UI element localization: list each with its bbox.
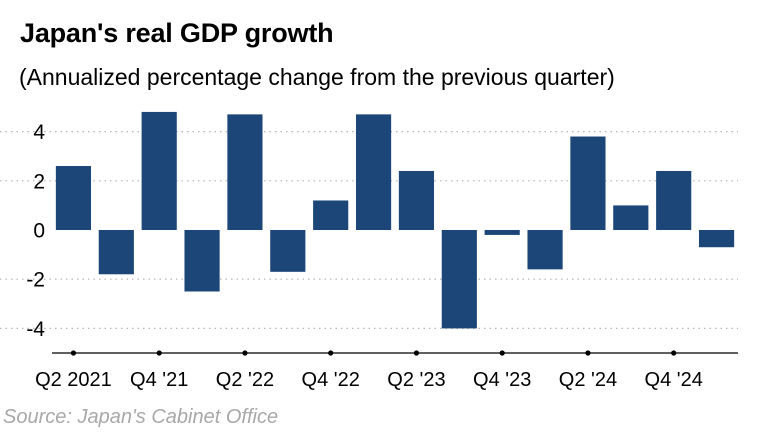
x-tick-dot [671,350,677,356]
bars [55,111,735,329]
bar-q3-2022 [270,230,306,272]
bar-q3-2024 [613,205,649,230]
x-tick-dot [156,350,162,356]
x-tick-label: Q2 '24 [559,369,617,391]
x-tick-label: Q4 '22 [302,369,360,391]
x-tick-dot [585,350,591,356]
bar-q4-2022 [313,200,349,230]
bar-q2-2021 [55,166,92,230]
bar-q3-2021 [98,230,134,275]
bar-q3-2023 [441,230,477,329]
bar-q1-2023 [355,114,392,230]
bar-q2-2023 [398,170,435,230]
y-tick-label: -2 [26,269,45,292]
chart-title: Japan's real GDP growth [20,18,334,48]
x-axis-tick-labels: Q2 2021 Q4 '21 Q2 '22 Q4 '22 Q2 '23 Q4 '23 Q2 … [35,350,703,391]
x-tick-label: Q4 '24 [645,369,703,391]
source-note: Source: Japan's Cabinet Office [3,406,279,428]
y-tick-label: -4 [26,318,45,341]
bar-q1-2024 [527,230,563,270]
x-tick-label: Q2 '23 [387,369,445,391]
y-tick-label: 0 [33,220,45,243]
x-tick-label: Q2 2021 [35,369,112,391]
y-tick-label: 2 [33,170,45,193]
bar-q2-2022 [227,114,263,230]
bar-q2-2024 [570,136,606,230]
y-axis-tick-labels: 4 2 0 -2 -4 [26,121,45,341]
bar-q1-2025 [698,230,735,248]
x-tick-dot [499,350,505,356]
x-tick-label: Q4 '23 [473,369,531,391]
x-tick-label: Q2 '22 [216,369,274,391]
bar-q4-2021 [141,111,177,230]
bar-q4-2023 [484,230,520,235]
x-tick-label: Q4 '21 [130,369,188,391]
bar-q4-2024 [656,170,692,230]
x-tick-dot [328,350,334,356]
x-tick-dot [413,350,420,356]
bar-q1-2022 [184,230,220,292]
x-tick-dot [70,350,77,356]
chart-subtitle: (Annualized percentage change from the p… [19,64,615,90]
y-tick-label: 4 [33,121,45,144]
x-tick-dot [242,350,248,356]
